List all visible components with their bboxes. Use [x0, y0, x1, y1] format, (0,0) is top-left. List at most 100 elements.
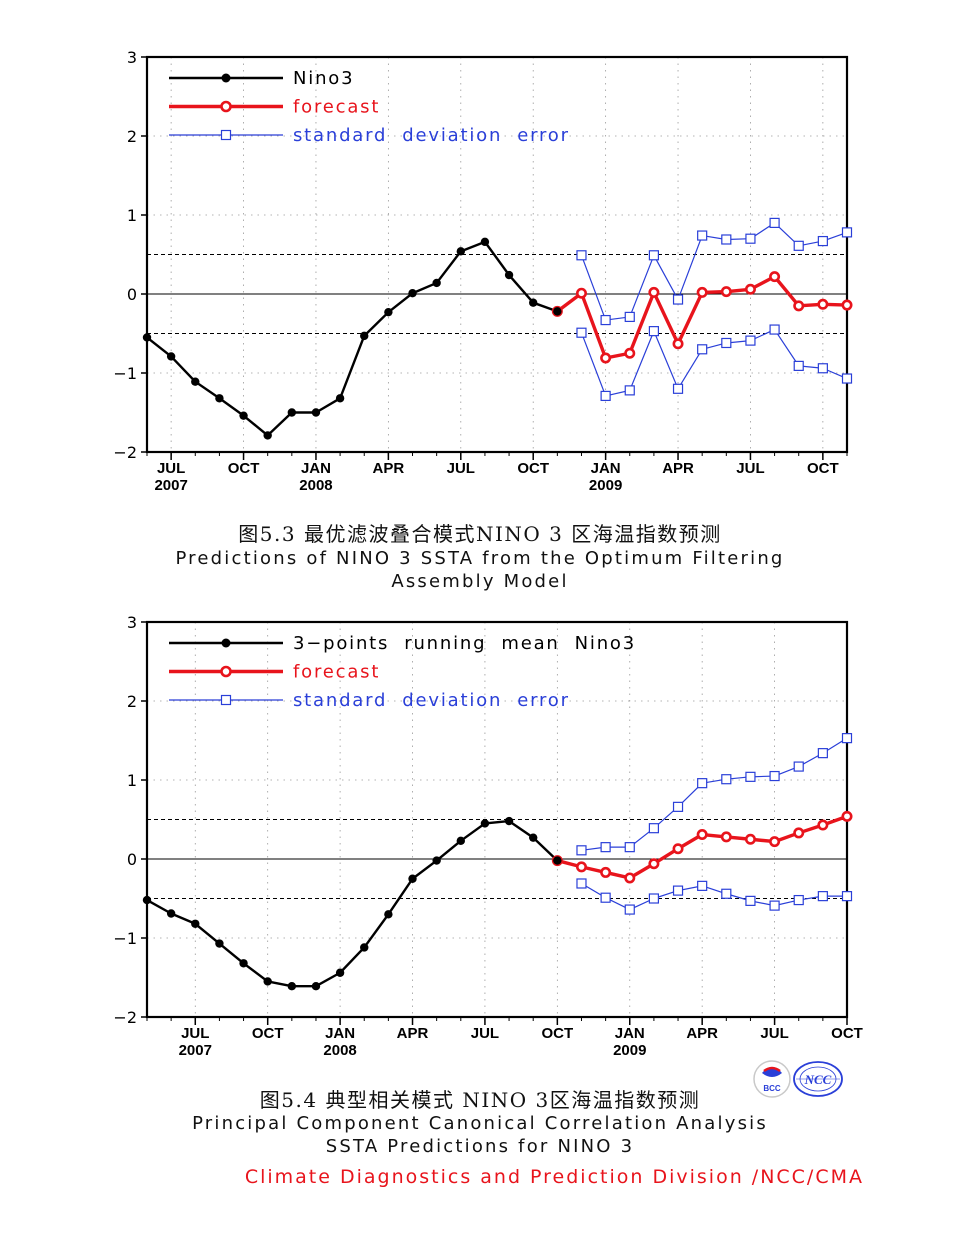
legend-label: forecast [293, 662, 380, 683]
x-tick-label: APR [397, 1025, 429, 1042]
x-tick-label: OCT [517, 460, 549, 477]
legend-marker [221, 638, 231, 648]
y-tick-label: 1 [127, 206, 137, 225]
data-point [600, 866, 612, 878]
data-point [721, 337, 732, 349]
data-point [696, 286, 708, 298]
data-point [263, 977, 272, 986]
data-point [142, 895, 152, 905]
data-point [480, 819, 490, 828]
data-point [793, 827, 805, 839]
data-point [793, 360, 804, 371]
x-tick-label: OCT [831, 1025, 863, 1042]
legend-label: Nino3 [293, 68, 354, 89]
y-tick-label: 3 [127, 48, 137, 67]
data-point [553, 307, 562, 316]
legend-label: standard deviation error [293, 125, 570, 146]
data-point [721, 888, 732, 899]
data-point [720, 286, 732, 298]
data-point [672, 801, 684, 812]
data-point [648, 286, 660, 298]
data-point [793, 300, 805, 312]
data-point [311, 981, 321, 991]
legend-marker [220, 100, 232, 113]
data-point [769, 271, 781, 283]
data-point [624, 347, 636, 359]
footer-credit: Climate Diagnostics and Prediction Divis… [244, 1166, 864, 1188]
data-point [648, 250, 659, 261]
series-observed-0 [142, 237, 562, 440]
y-tick-label: 2 [127, 127, 137, 146]
data-point [769, 770, 780, 782]
data-point [817, 891, 828, 902]
data-point [793, 894, 804, 906]
x-tick-year-label: 2008 [299, 477, 332, 494]
data-point [480, 237, 490, 247]
data-point [793, 240, 804, 251]
legend-marker [220, 694, 232, 706]
bcc-logo-arc [763, 1066, 781, 1073]
data-point [263, 431, 272, 440]
data-point [408, 289, 417, 298]
data-point [672, 294, 684, 305]
data-point [697, 344, 708, 355]
data-point [576, 845, 587, 856]
data-point [529, 298, 538, 307]
y-tick-label: 0 [127, 285, 137, 304]
y-tick-label: −2 [113, 443, 137, 462]
data-point [769, 217, 780, 228]
legend: 3−points running mean Nino3 forecast stand… [169, 633, 636, 711]
x-tick-year-label: 2009 [613, 1042, 646, 1059]
data-point [600, 352, 612, 364]
data-point [215, 939, 224, 948]
data-point [672, 885, 684, 896]
series-line [146, 240, 558, 437]
legend: Nino3 forecast standard deviation error [169, 68, 570, 146]
data-point [841, 733, 853, 744]
data-point [576, 250, 587, 261]
data-point [721, 774, 732, 785]
data-point [239, 411, 248, 420]
data-point [432, 856, 441, 865]
data-point [817, 235, 828, 247]
x-tick-label: JAN [301, 460, 331, 477]
series-sde-2 [576, 733, 853, 856]
data-point [287, 408, 297, 417]
figure1-caption-en-line1: Predictions of NINO 3 SSTA from the Opti… [175, 548, 785, 569]
series-sde-3 [576, 324, 853, 402]
data-point [745, 233, 756, 244]
data-point [624, 904, 635, 915]
series-forecast-1 [551, 271, 853, 364]
series-line [146, 819, 559, 988]
legend-marker [221, 73, 231, 83]
data-point [575, 287, 587, 299]
series-forecast-1 [551, 810, 853, 884]
data-point [360, 331, 369, 341]
x-tick-label: JAN [615, 1025, 645, 1042]
series-line [581, 882, 847, 911]
figure2-caption-en-line1: Principal Component Canonical Correlatio… [192, 1113, 768, 1134]
plot-frame [145, 55, 849, 454]
logos: BCC NCC [753, 1060, 843, 1098]
data-point [841, 810, 853, 822]
data-point [769, 324, 780, 335]
y-tick-label: −1 [113, 929, 137, 948]
data-point [841, 227, 853, 238]
legend-label: 3−points running mean Nino3 [293, 633, 636, 654]
bcc-logo-text: BCC [763, 1084, 781, 1093]
x-tick-label: JUL [736, 460, 764, 477]
series-sde-2 [576, 217, 853, 326]
x-tick-label: APR [373, 460, 405, 477]
y-tick-label: −1 [113, 364, 137, 383]
data-point [745, 771, 756, 782]
x-tick-label: JUL [181, 1025, 209, 1042]
series-sde-3 [576, 878, 853, 915]
data-point [553, 856, 562, 865]
ncc-logo-text: NCC [804, 1072, 832, 1087]
data-point [817, 298, 829, 310]
x-tick-year-label: 2007 [179, 1042, 212, 1059]
data-point [624, 311, 635, 323]
data-point [721, 234, 732, 245]
